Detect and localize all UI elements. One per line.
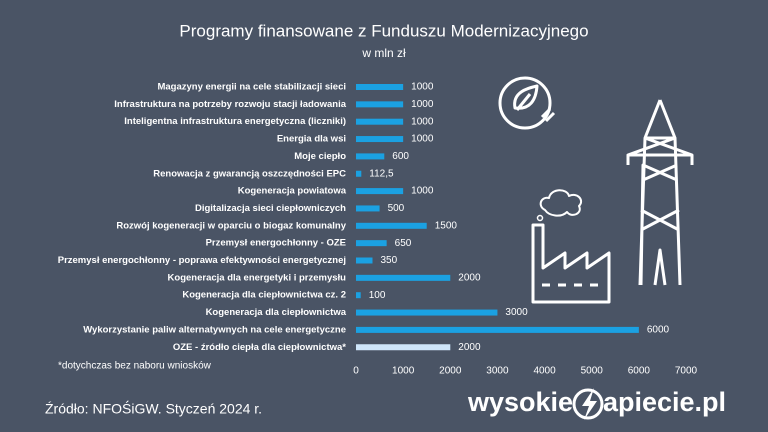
footnote: *dotychczas bez naboru wniosków bbox=[58, 361, 212, 372]
category-label: Przemysł energochłonny - poprawa efektyw… bbox=[58, 255, 346, 266]
category-label: Inteligentna infrastruktura energetyczna… bbox=[124, 116, 346, 127]
x-tick-label: 5000 bbox=[581, 366, 604, 377]
x-tick-label: 2000 bbox=[439, 366, 462, 377]
logo-icon bbox=[572, 388, 604, 420]
x-tick-label: 1000 bbox=[392, 366, 415, 377]
category-label: Digitalizacja sieci ciepłowniczych bbox=[195, 203, 346, 214]
logo-text: apiecie.pl bbox=[603, 387, 726, 417]
category-label: Kogeneracja powiatowa bbox=[238, 186, 347, 197]
x-tick-label: 0 bbox=[353, 366, 359, 377]
bar bbox=[356, 326, 639, 333]
category-label: Renowacja z gwarancją oszczędności EPC bbox=[153, 168, 346, 179]
category-label: Kogeneracja dla ciepłownictwa cz. 2 bbox=[182, 290, 346, 301]
value-label: 1000 bbox=[411, 134, 434, 145]
category-label: Energia dla wsi bbox=[277, 134, 346, 145]
bar bbox=[356, 136, 404, 143]
category-label: OZE - źródło ciepła dla ciepłownictwa* bbox=[173, 342, 346, 353]
value-label: 1000 bbox=[411, 186, 434, 197]
category-label: Infrastruktura na potrzeby rozwoju stacj… bbox=[114, 99, 346, 110]
chart-subtitle: w mln zł bbox=[361, 46, 406, 60]
value-label: 1000 bbox=[411, 82, 434, 93]
bar bbox=[356, 274, 451, 281]
value-label: 112,5 bbox=[369, 168, 394, 179]
bar bbox=[356, 84, 404, 90]
value-label: 1000 bbox=[411, 99, 434, 110]
bar bbox=[356, 292, 361, 299]
x-tick-label: 3000 bbox=[486, 366, 509, 377]
bar bbox=[356, 205, 380, 212]
value-label: 2000 bbox=[458, 342, 481, 353]
pylon-icon bbox=[626, 99, 694, 286]
bar bbox=[356, 257, 373, 264]
bar bbox=[356, 309, 498, 316]
bar bbox=[356, 188, 404, 195]
bar bbox=[356, 118, 404, 125]
bar bbox=[356, 101, 404, 108]
value-label: 2000 bbox=[458, 272, 481, 283]
category-label: Magazyny energii na cele stabilizacji si… bbox=[157, 82, 346, 93]
category-label: Rozwój kogeneracji w oparciu o biogaz ko… bbox=[116, 220, 346, 231]
value-label: 500 bbox=[388, 203, 405, 214]
value-label: 3000 bbox=[505, 307, 528, 318]
bar bbox=[356, 153, 385, 160]
category-label: Wykorzystanie paliw alternatywnych na ce… bbox=[83, 324, 346, 335]
value-label: 350 bbox=[381, 255, 398, 266]
x-tick-label: 7000 bbox=[675, 366, 698, 377]
factory-icon bbox=[531, 189, 611, 304]
source: Źródło: NFOŚiGW. Styczeń 2024 r. bbox=[45, 400, 262, 417]
logo-text: wysokie bbox=[467, 387, 573, 417]
plug-icon bbox=[498, 76, 556, 130]
chart-title: Programy finansowane z Funduszu Moderniz… bbox=[179, 21, 588, 40]
value-label: 1000 bbox=[411, 116, 434, 127]
bar bbox=[356, 344, 451, 351]
x-tick-label: 4000 bbox=[533, 366, 556, 377]
bar bbox=[356, 222, 427, 229]
bar bbox=[356, 240, 387, 247]
value-label: 100 bbox=[369, 290, 386, 301]
category-label: Przemysł energochłonny - OZE bbox=[206, 238, 346, 249]
value-label: 1500 bbox=[435, 220, 458, 231]
category-label: Moje ciepło bbox=[294, 151, 346, 162]
category-label: Kogeneracja dla ciepłownictwa bbox=[206, 307, 347, 318]
bar bbox=[356, 170, 362, 177]
value-label: 6000 bbox=[647, 325, 670, 336]
x-tick-label: 6000 bbox=[628, 366, 651, 377]
category-label: Kogeneracja dla energetyki i przemysłu bbox=[168, 272, 347, 283]
value-label: 650 bbox=[395, 238, 412, 249]
value-label: 600 bbox=[392, 151, 409, 162]
